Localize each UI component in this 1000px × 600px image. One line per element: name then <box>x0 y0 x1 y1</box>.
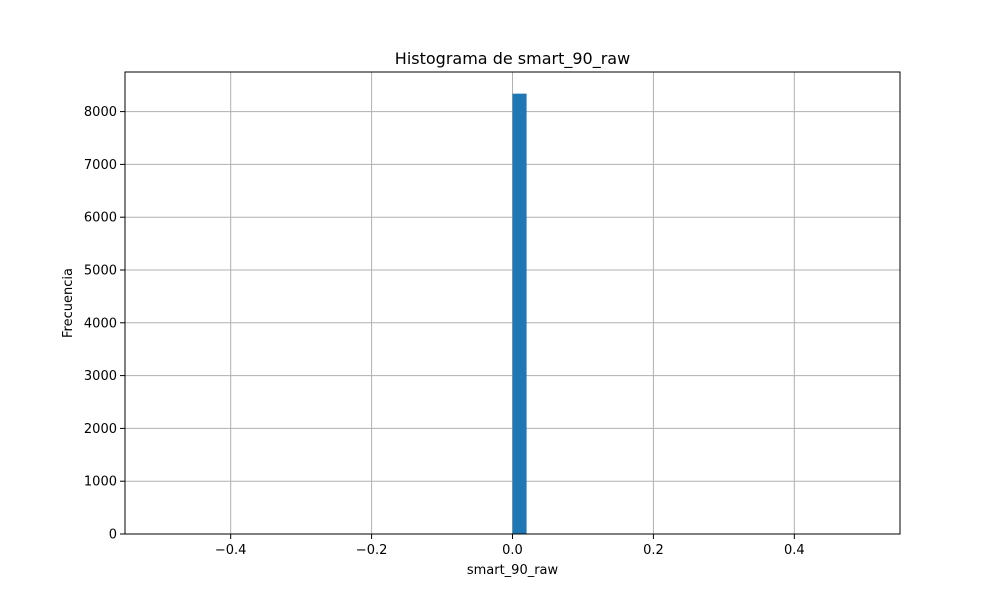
y-tick-label: 0 <box>109 528 117 543</box>
histogram-bars <box>512 93 527 534</box>
y-tick-label: 1000 <box>84 475 117 490</box>
y-axis-label: Frecuencia <box>61 268 76 338</box>
x-tick-label: −0.2 <box>356 543 388 558</box>
y-tick-label: 2000 <box>84 422 117 437</box>
y-tick-label: 8000 <box>84 105 117 120</box>
x-tick-label: 0.4 <box>784 543 805 558</box>
y-tick-label: 7000 <box>84 158 117 173</box>
y-tick-label: 6000 <box>84 211 117 226</box>
y-tick-label: 3000 <box>84 369 117 384</box>
x-axis-label: smart_90_raw <box>467 563 559 578</box>
x-tick-label: −0.4 <box>215 543 247 558</box>
x-tick-label: 0.2 <box>643 543 664 558</box>
histogram-bar <box>512 93 527 534</box>
y-tick-label: 5000 <box>84 264 117 279</box>
y-tick-label: 4000 <box>84 316 117 331</box>
chart-title: Histograma de smart_90_raw <box>395 49 630 69</box>
axis-ticks: −0.4 −0.2 0.0 0.2 0.4 0 1000 2000 3000 4000 5000 60… <box>84 105 805 558</box>
x-tick-label: 0.0 <box>502 543 523 558</box>
